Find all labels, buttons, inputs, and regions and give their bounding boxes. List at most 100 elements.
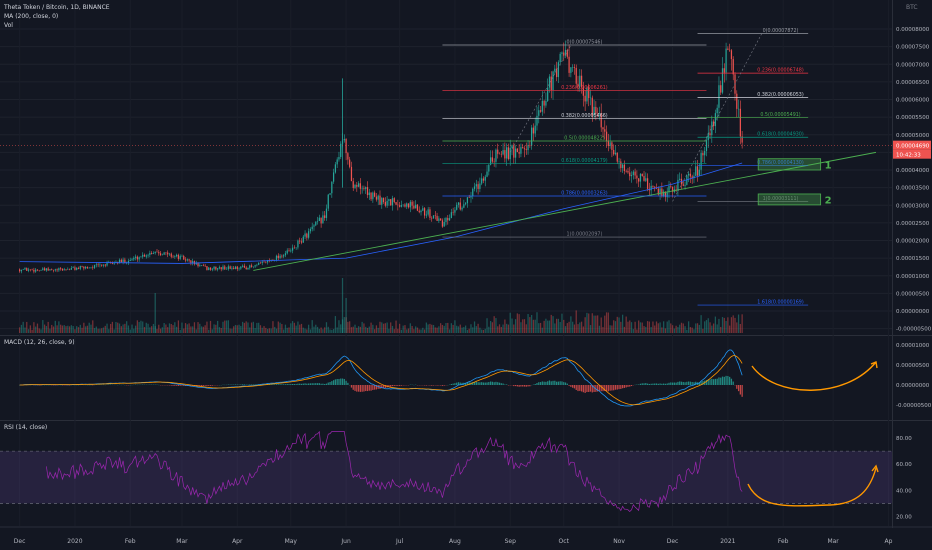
macd-hist-bar (234, 384, 237, 385)
volume-bar (51, 324, 53, 333)
volume-bar (561, 313, 563, 333)
candle-body (284, 253, 287, 256)
macd-hist-bar (593, 385, 595, 393)
volume-bar (143, 327, 146, 333)
candle-body (159, 253, 162, 256)
volume-bar (732, 315, 734, 333)
volume-bar (707, 318, 709, 333)
macd-hist-bar (686, 381, 688, 385)
volume-bar (427, 324, 429, 333)
volume-bar (648, 321, 651, 333)
volume-bar (702, 328, 704, 333)
volume-bar (224, 320, 226, 333)
candle-body (730, 50, 733, 60)
macd-hist-bar (737, 385, 740, 392)
fib-level-label: 1(0.00002097) (567, 232, 603, 238)
candle-body (24, 268, 26, 270)
macd-hist-bar (375, 385, 378, 390)
volume-bar (618, 317, 620, 333)
volume-bar (516, 313, 518, 333)
volume-bar (411, 325, 413, 333)
volume-bar (134, 325, 137, 333)
time-axis-tick: Feb (125, 538, 136, 545)
macd-hist-bar (668, 382, 670, 385)
candle-body (215, 266, 217, 270)
macd-hist-bar (472, 382, 474, 385)
volume-bar (572, 321, 574, 333)
macd-hist-bar (573, 385, 576, 389)
volume-bar (227, 320, 229, 333)
macd-hist-bar (589, 385, 592, 392)
volume-bar (186, 324, 188, 333)
candle-body (638, 178, 640, 182)
macd-hist-bar (641, 383, 643, 385)
volume-bar (456, 325, 458, 333)
volume-bar (604, 315, 606, 333)
volume-bar (318, 328, 320, 333)
macd-hist-bar (682, 382, 684, 385)
candle-body (175, 254, 178, 257)
candle-body (420, 210, 422, 213)
candle-body (170, 253, 172, 257)
volume-bar (734, 317, 736, 333)
volume-bar (306, 329, 308, 333)
fib-level-label: 0.618(0.00004930) (757, 132, 804, 138)
candle-body (707, 133, 709, 141)
volume-bar (354, 324, 356, 333)
macd-hist-bar (343, 378, 345, 385)
candle-body (463, 204, 465, 208)
candle-body (118, 259, 121, 264)
candle-body (161, 254, 163, 256)
fib-level-label: 0(0.00007546) (567, 40, 603, 46)
candle-body (165, 252, 167, 253)
candle-body (97, 264, 99, 266)
volume-bar (525, 324, 527, 333)
candle-body (263, 261, 265, 263)
candle-body (158, 252, 160, 254)
rsi-line (46, 430, 743, 513)
volume-bar (627, 321, 629, 333)
macd-hist-bar (580, 385, 583, 392)
macd-hist-bar (721, 376, 724, 385)
macd-hist-bar (547, 381, 549, 385)
macd-hist-bar (297, 383, 299, 385)
candle-body (192, 261, 194, 264)
volume-bar (680, 322, 683, 333)
candle-body (402, 204, 404, 206)
candle-body (133, 257, 135, 260)
volume-bar (302, 327, 304, 333)
candle-body (607, 140, 609, 146)
volume-bar (152, 323, 155, 333)
candle-body (416, 204, 419, 211)
price-countdown: 10:42:33 (896, 153, 921, 159)
candle-body (604, 129, 606, 132)
macd-hist-bar (727, 376, 729, 385)
candle-body (418, 210, 420, 213)
volume-bar (489, 320, 492, 333)
volume-bar (531, 314, 533, 333)
candle-body (448, 218, 451, 221)
macd-legend: MACD (12, 26, close, 9) (4, 339, 79, 346)
candle-body (668, 186, 670, 193)
volume-bar (218, 327, 221, 333)
macd-hist-bar (384, 385, 386, 388)
price-axis-tick: 0.00005000 (896, 133, 930, 139)
fib-level-label: 0.5(0.00004822) (564, 136, 604, 142)
volume-bar (60, 324, 62, 333)
volume-bar (482, 329, 485, 333)
volume-bar (61, 325, 64, 333)
candle-body (154, 251, 156, 254)
volume-bar (514, 319, 517, 333)
candle-body (290, 250, 292, 252)
macd-signal-line (19, 355, 743, 406)
candle-body (102, 264, 105, 266)
candle-body (409, 201, 411, 208)
candle-body (488, 164, 490, 172)
volume-bar (652, 321, 654, 333)
volume-bar (630, 322, 633, 333)
macd-axis-tick: -0.00000500 (896, 403, 932, 409)
price-axis-tick: 0.00006500 (896, 80, 930, 86)
macd-hist-bar (309, 383, 312, 385)
macd-hist-bar (443, 385, 445, 386)
